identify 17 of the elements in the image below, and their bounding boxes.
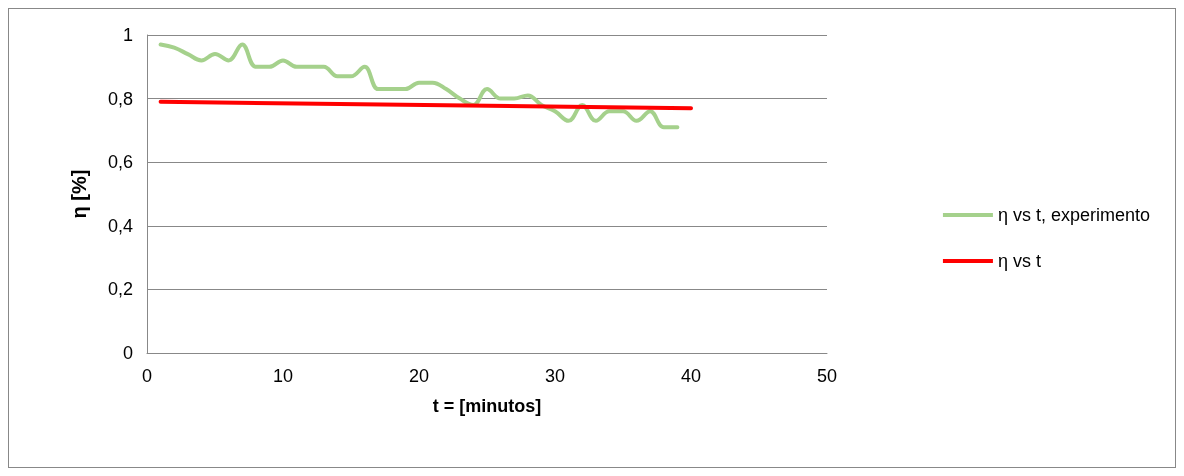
x-axis-title: t = [minutos] [432, 396, 542, 416]
x-tick-label: 50 [816, 366, 838, 386]
x-tick-label: 30 [544, 366, 566, 386]
y-tick-label: 1 [122, 25, 133, 45]
line-series [158, 42, 680, 130]
legend-label: η vs t [997, 251, 1041, 271]
y-tick-label: 0,2 [107, 279, 133, 300]
x-tick-label: 20 [408, 366, 430, 386]
y-tick-label: 0,4 [107, 215, 133, 236]
y-tick-label: 0,8 [107, 88, 133, 109]
legend-label: η vs t, experimento [997, 205, 1151, 225]
x-tick-label: 0 [141, 366, 153, 386]
y-tick-label: 0 [122, 343, 133, 363]
x-tick-label: 10 [272, 366, 294, 386]
y-axis-title: η [%] [68, 169, 90, 219]
y-tick-label: 0,6 [107, 152, 133, 173]
x-tick-label: 40 [680, 366, 702, 386]
